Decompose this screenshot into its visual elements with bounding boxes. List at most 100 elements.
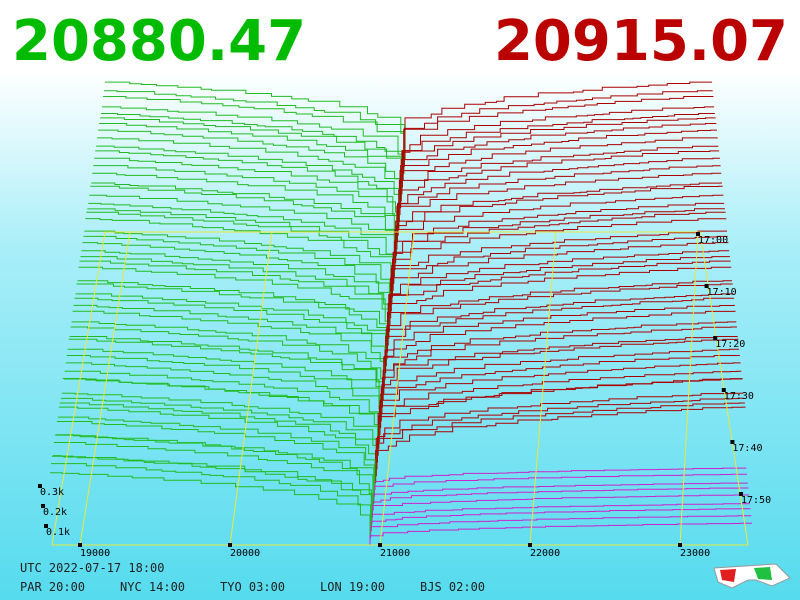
bid-depth-line <box>81 250 391 325</box>
bid-depth-line <box>69 335 383 408</box>
bid-depth-line <box>52 455 373 525</box>
ask-depth-line <box>390 235 728 312</box>
ask-depth-line <box>392 211 726 291</box>
bid-depth-line <box>54 434 374 511</box>
bid-depth-line <box>72 310 385 387</box>
ask-depth-line <box>387 266 732 346</box>
ask-depth-line <box>399 137 718 215</box>
tick-dot <box>38 484 42 488</box>
ask-depth-line <box>372 487 749 511</box>
tick-dot <box>378 543 382 547</box>
bid-depth-line <box>79 260 390 339</box>
bid-depth-line <box>103 95 405 174</box>
bid-depth-line <box>86 211 394 291</box>
tick-dot <box>528 543 532 547</box>
clock-label: NYC 14:00 <box>120 580 185 594</box>
ask-depth-line <box>400 123 717 202</box>
ask-depth-line <box>375 406 746 484</box>
ask-depth-line <box>397 165 721 243</box>
bid-depth-line <box>67 348 382 422</box>
price-label: 21000 <box>380 548 410 559</box>
price-grid-line <box>79 231 131 546</box>
tick-dot <box>228 543 232 547</box>
bid-depth-line <box>98 129 402 209</box>
bid-depth-line <box>87 208 395 284</box>
tick-dot <box>713 336 718 340</box>
price-grid-line <box>229 231 273 546</box>
tick-dot <box>44 524 48 528</box>
bid-depth-line <box>96 145 400 222</box>
ask-depth-line <box>384 304 735 380</box>
ask-depth-line <box>402 106 715 181</box>
time-label: 17:10 <box>707 287 737 298</box>
tick-dot <box>696 232 700 236</box>
bid-depth-line <box>59 402 377 477</box>
bid-depth-line <box>60 397 378 470</box>
ask-depth-line <box>392 218 727 298</box>
ask-depth-line <box>402 113 715 188</box>
bid-price: 20880.47 <box>12 9 306 74</box>
glasses-icon <box>713 563 791 589</box>
price-label: 19000 <box>80 548 110 559</box>
bid-depth-line <box>97 137 401 215</box>
ask-depth-line <box>370 515 752 539</box>
ask-depth-line <box>398 150 720 229</box>
bid-depth-line <box>80 256 390 332</box>
price-grid-line <box>379 231 415 546</box>
ask-depth-line <box>380 355 740 429</box>
floor-grid <box>51 231 749 546</box>
bid-depth-line <box>94 157 399 236</box>
ask-depth-line <box>394 194 724 270</box>
tick-dot <box>678 543 682 547</box>
time-label: 17:00 <box>698 235 728 246</box>
ask-depth-line <box>395 182 722 257</box>
bid-depth-line <box>51 455 372 532</box>
tick-dot <box>78 543 82 547</box>
utc-time: UTC 2022-07-17 18:00 <box>20 561 165 575</box>
ask-depth-line <box>385 293 734 367</box>
tick-dot <box>739 492 743 496</box>
ask-depth-line <box>398 145 719 222</box>
bid-depth-line <box>88 202 395 277</box>
price-label: 22000 <box>530 548 560 559</box>
bid-depth-line <box>90 185 397 264</box>
bid-depth-line <box>93 165 398 243</box>
ask-depth-line <box>391 230 727 305</box>
ask-depth-line <box>377 392 744 463</box>
ask-depth-line <box>374 467 747 490</box>
bid-depth-line <box>58 406 377 484</box>
bid-depth-line <box>62 378 379 456</box>
volume-label: 0.2k <box>43 507 67 518</box>
bid-depth-line <box>66 354 382 429</box>
ask-depth-line <box>380 348 740 422</box>
tick-dot <box>41 504 45 508</box>
bid-depth-line <box>105 81 406 160</box>
ask-depth-line <box>403 90 713 167</box>
ask-price: 20915.07 <box>494 9 788 74</box>
ask-depth-line <box>376 397 745 470</box>
bid-depth-line <box>99 122 402 202</box>
clock-label: BJS 02:00 <box>420 580 485 594</box>
bid-depth-line <box>77 280 388 353</box>
floor-outline <box>51 231 749 546</box>
clock-label: LON 19:00 <box>320 580 385 594</box>
bid-depth-line <box>53 441 373 518</box>
bid-depth-line <box>104 90 405 167</box>
ask-depth-line <box>382 326 737 401</box>
ask-depth-line <box>403 96 714 174</box>
time-label: 17:20 <box>715 339 745 350</box>
volume-label: 0.1k <box>46 527 70 538</box>
tick-dot <box>730 440 735 444</box>
ask-depth-line <box>372 494 750 518</box>
depth-lines <box>50 81 752 545</box>
price-grid-line <box>679 231 699 546</box>
ask-depth-line <box>382 336 738 408</box>
price-label: 23000 <box>680 548 710 559</box>
bid-depth-line <box>68 338 383 415</box>
bid-depth-line <box>91 182 397 257</box>
bid-depth-line <box>61 392 378 463</box>
ask-depth-line <box>377 378 743 456</box>
ask-depth-line <box>370 508 751 532</box>
